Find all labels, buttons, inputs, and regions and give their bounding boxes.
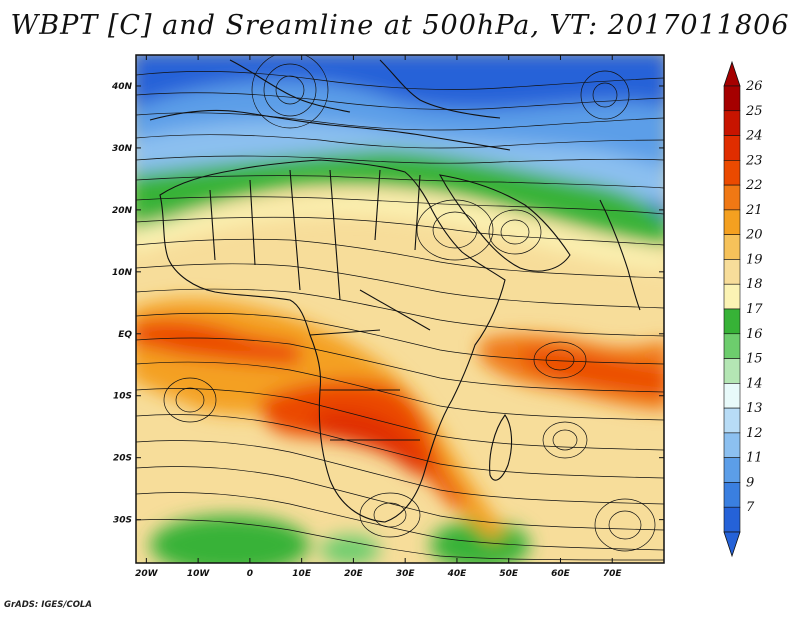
lat-tick-label: 30N bbox=[112, 144, 133, 154]
colorbar-label: 9 bbox=[746, 475, 754, 490]
lat-tick-label: 20N bbox=[112, 206, 133, 216]
lat-tick-label: 40N bbox=[111, 82, 133, 92]
lat-tick-label: EQ bbox=[118, 330, 132, 340]
colorbar-label: 14 bbox=[746, 376, 763, 391]
coastlines bbox=[149, 59, 641, 523]
colorbar-swatch bbox=[723, 160, 741, 186]
lon-tick-label: 10W bbox=[187, 569, 211, 579]
colorbar-swatch bbox=[723, 457, 741, 483]
lon-tick-label: 0 bbox=[247, 569, 253, 579]
latitude-axis: 40N 30N 20N 10N EQ 10S 20S 30S bbox=[111, 82, 664, 526]
map-frame bbox=[135, 54, 665, 564]
colorbar-label: 11 bbox=[746, 451, 763, 466]
credit-text: GrADS: IGES/COLA bbox=[4, 600, 92, 610]
lat-tick-label: 30S bbox=[113, 516, 132, 526]
colorbar-label: 20 bbox=[745, 228, 763, 243]
colorbar-label: 25 bbox=[745, 104, 763, 119]
colorbar-swatch bbox=[723, 358, 741, 384]
colorbar-bottom-triangle bbox=[723, 531, 741, 558]
lon-tick-label: 10E bbox=[292, 569, 312, 579]
colorbar-label: 18 bbox=[746, 277, 763, 292]
lat-tick-label: 20S bbox=[113, 454, 132, 464]
colorbar-label: 23 bbox=[745, 153, 763, 168]
colorbar-label: 7 bbox=[746, 500, 755, 515]
colorbar-swatch bbox=[723, 407, 741, 434]
map-title: WBPT [C] and Sreamline at 500hPa, VT: 20… bbox=[10, 10, 790, 41]
colorbar-swatch bbox=[723, 432, 741, 458]
lon-tick-label: 30E bbox=[396, 569, 416, 579]
colorbar-label: 13 bbox=[746, 401, 763, 416]
colorbar-swatch bbox=[723, 308, 741, 335]
lon-tick-label: 70E bbox=[603, 569, 623, 579]
colorbar-label: 15 bbox=[746, 352, 763, 367]
lon-tick-label: 20W bbox=[135, 569, 159, 579]
colorbar-swatch bbox=[723, 383, 741, 409]
colorbar-label: 22 bbox=[745, 178, 763, 193]
colorbar-label: 21 bbox=[745, 203, 763, 218]
colorbar-swatch bbox=[723, 234, 741, 260]
colorbar-label: 16 bbox=[746, 327, 763, 342]
colorbar-top-triangle bbox=[723, 60, 741, 87]
colorbar-swatch bbox=[723, 333, 741, 359]
colorbar-label: 12 bbox=[746, 426, 763, 441]
colorbar-label: 19 bbox=[746, 252, 763, 267]
colorbar-swatch bbox=[723, 184, 741, 211]
colorbar-swatch bbox=[723, 209, 741, 235]
lat-tick-label: 10N bbox=[112, 268, 133, 278]
colorbar-swatch bbox=[723, 283, 741, 310]
lon-tick-label: 50E bbox=[499, 569, 519, 579]
colorbar: 26 25 24 23 22 21 20 19 18 17 16 15 14 13 12 11 9 7 bbox=[723, 60, 763, 558]
colorbar-label: 26 bbox=[745, 79, 763, 94]
colorbar-swatch bbox=[723, 506, 741, 533]
colorbar-label: 24 bbox=[745, 129, 763, 144]
streamlines bbox=[136, 55, 664, 561]
lon-tick-label: 60E bbox=[551, 569, 571, 579]
colorbar-swatch bbox=[723, 259, 741, 285]
colorbar-label: 17 bbox=[746, 302, 763, 317]
map-plot-area bbox=[136, 55, 664, 563]
lon-tick-label: 20E bbox=[344, 569, 364, 579]
colorbar-swatch bbox=[723, 135, 741, 161]
lon-tick-label: 40E bbox=[447, 569, 468, 579]
colorbar-swatch bbox=[723, 482, 741, 508]
colorbar-swatch bbox=[723, 85, 741, 112]
lat-tick-label: 10S bbox=[113, 392, 132, 402]
colorbar-swatch bbox=[723, 110, 741, 136]
longitude-axis: 20W 10W 0 10E 20E 30E 40E 50E 60E 70E bbox=[135, 55, 622, 579]
